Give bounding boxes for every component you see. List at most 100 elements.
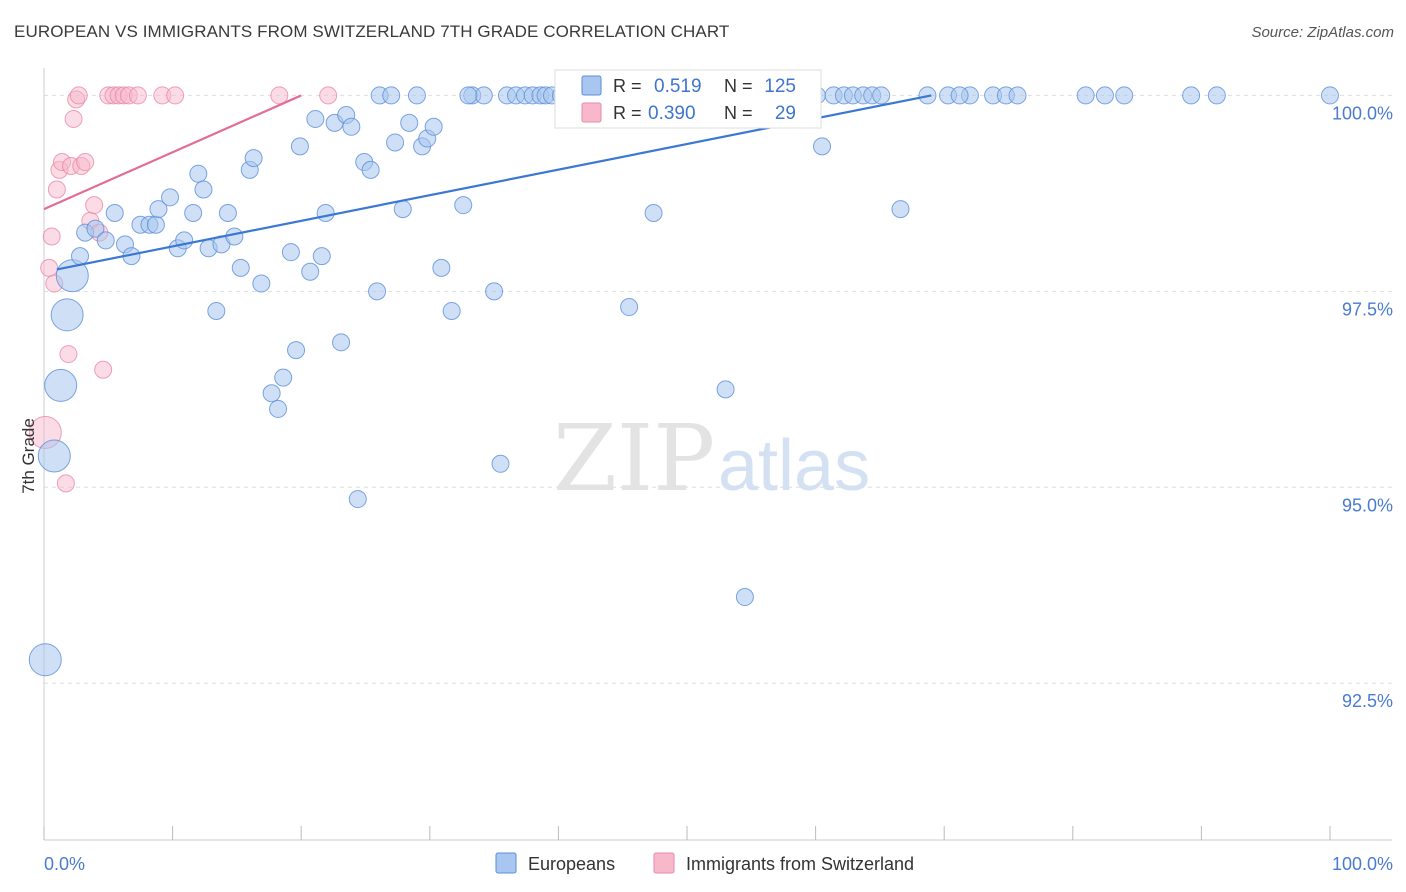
series-europeans-points [28,86,1339,677]
watermark-zip: ZIP [553,405,715,512]
european-point-23 [207,301,226,320]
european-point-54 [407,86,426,105]
stats-box: R = 0.519 N = 125 R = 0.390 N = 29 [554,69,822,129]
immigrant-point-16 [85,196,104,215]
european-point-121 [1207,86,1226,105]
european-point-44 [342,117,361,136]
european-point-36 [290,137,309,156]
source-label: Source: ZipAtlas.com [1251,24,1394,41]
european-point-21 [194,180,213,199]
european-point-59 [442,301,461,320]
watermark: ZIP atlas [553,405,870,512]
legend-label-europeans[interactable]: Europeans [528,854,615,874]
european-point-2 [44,368,78,402]
legend-swatch-europeans[interactable] [495,852,517,874]
european-point-126 [716,380,735,399]
y-axis-label: 7th Grade [19,418,38,494]
european-point-118 [1095,86,1114,105]
european-point-62 [474,86,493,105]
european-point-15 [149,200,168,219]
stats-r-label-1: R = [613,76,642,96]
stats-n-label-2: N = [724,103,753,123]
gridlines [44,94,1392,684]
legend-label-immigrants[interactable]: Immigrants from Switzerland [686,854,914,874]
y-tick-labels: 92.5% 95.0% 97.5% 100.0% [1332,103,1393,711]
immigrant-point-4 [47,180,66,199]
stats-r-value-2: 0.390 [648,103,696,124]
european-point-5 [71,247,90,266]
stats-swatch-europeans [581,75,602,96]
european-point-120 [1182,86,1201,105]
european-point-127 [735,588,754,607]
european-point-63 [485,282,504,301]
immigrant-point-12 [69,86,88,105]
european-point-16 [161,188,180,207]
european-point-116 [1008,86,1027,105]
legend: Europeans Immigrants from Switzerland [495,852,914,874]
chart-title: EUROPEAN VS IMMIGRANTS FROM SWITZERLAND … [14,22,730,41]
european-point-9 [105,203,124,222]
immigrant-point-28 [319,86,338,105]
european-point-47 [361,160,380,179]
european-point-32 [269,399,288,418]
european-point-7 [86,219,105,238]
european-point-30 [252,274,271,293]
european-point-57 [424,117,443,136]
european-point-124 [620,298,639,317]
european-point-51 [386,133,405,152]
stats-r-value-1: 0.519 [654,76,702,97]
european-point-103 [813,137,832,156]
european-point-52 [393,200,412,219]
european-point-117 [1076,86,1095,105]
stats-n-label-1: N = [724,76,753,96]
european-point-128 [950,86,969,105]
european-point-42 [332,333,351,352]
immigrant-point-1 [40,258,59,277]
stats-n-value-2: 29 [775,103,796,124]
european-point-0 [28,643,62,677]
european-point-53 [400,113,419,132]
immigrant-point-18 [94,360,113,379]
european-point-50 [382,86,401,105]
immigrant-point-24 [128,86,147,105]
y-tick-label-2: 97.5% [1342,299,1393,319]
x-tick-label-0: 0.0% [44,854,85,874]
european-point-3 [50,298,84,332]
european-point-39 [312,247,331,266]
y-tick-label-1: 95.0% [1342,495,1393,515]
european-point-64 [491,454,510,473]
european-point-110 [891,200,910,219]
european-point-29 [244,149,263,168]
x-tick-label-1: 100.0% [1332,854,1393,874]
european-point-1 [37,439,71,473]
european-point-31 [262,384,281,403]
immigrant-point-14 [76,153,95,172]
immigrant-trend-line [43,94,302,211]
european-point-109 [872,86,891,105]
stats-swatch-immigrants [581,102,602,123]
legend-swatch-immigrants[interactable] [653,852,675,874]
european-point-45 [348,490,367,509]
european-point-33 [274,368,293,387]
european-point-25 [218,203,237,222]
european-point-40 [316,203,335,222]
european-point-122 [1321,86,1339,105]
immigrant-point-2 [42,227,61,246]
european-point-48 [368,282,387,301]
y-tick-label-0: 92.5% [1342,691,1393,711]
european-point-119 [1115,86,1134,105]
y-tick-label-3: 100.0% [1332,103,1393,123]
immigrant-point-26 [166,86,185,105]
european-point-35 [287,341,306,360]
european-point-60 [454,196,473,215]
european-point-8 [96,231,115,250]
european-point-123 [644,203,663,222]
european-point-27 [231,258,250,277]
immigrant-point-8 [59,345,78,364]
european-point-19 [184,203,203,222]
stats-r-label-2: R = [613,103,642,123]
x-tick-labels: 0.0% 100.0% [44,854,1393,874]
watermark-atlas: atlas [718,426,870,506]
immigrant-point-10 [64,109,83,128]
